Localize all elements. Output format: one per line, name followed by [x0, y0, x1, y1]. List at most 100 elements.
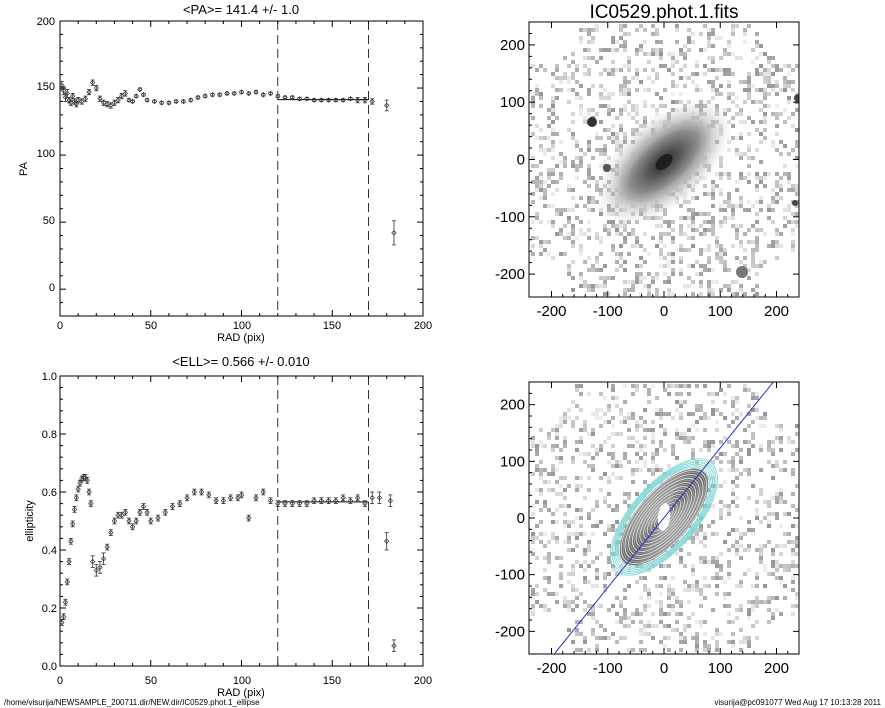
sky-pixel: [727, 560, 731, 564]
sky-pixel: [783, 216, 787, 220]
sky-pixel: [731, 456, 735, 460]
sky-pixel: [727, 612, 731, 616]
sky-pixel: [575, 588, 579, 592]
sky-pixel: [759, 544, 763, 548]
data-point: [289, 94, 296, 101]
sky-pixel: [643, 88, 647, 92]
sky-pixel: [743, 32, 747, 36]
sky-pixel: [575, 544, 579, 548]
sky-pixel: [607, 524, 611, 528]
sky-pixel: [727, 172, 731, 176]
sky-pixel: [663, 104, 667, 108]
sky-pixel: [687, 48, 691, 52]
image-x-tick-label: -200: [536, 303, 566, 320]
sky-pixel: [711, 32, 715, 36]
data-point: [296, 96, 303, 102]
sky-pixel: [551, 592, 555, 596]
sky-pixel: [759, 264, 763, 268]
sky-pixel: [551, 472, 555, 476]
sky-pixel: [739, 448, 743, 452]
data-point: [75, 97, 81, 103]
sky-pixel: [559, 140, 563, 144]
sky-pixel: [619, 36, 623, 40]
sky-pixel: [755, 72, 759, 76]
sky-pixel: [559, 556, 563, 560]
sky-pixel: [579, 40, 583, 44]
sky-pixel: [719, 508, 723, 512]
sky-pixel: [655, 40, 659, 44]
sky-pixel: [575, 164, 579, 168]
sky-pixel: [607, 92, 611, 96]
sky-pixel: [775, 64, 779, 68]
sky-pixel: [587, 220, 591, 224]
sky-pixel: [543, 480, 547, 484]
sky-pixel: [603, 104, 607, 108]
ellipticity-y-tick-label: 0.0: [42, 661, 57, 673]
sky-pixel: [575, 632, 579, 636]
sky-pixel: [719, 92, 723, 96]
sky-pixel: [703, 428, 707, 432]
data-point: [89, 558, 96, 565]
sky-pixel: [739, 240, 743, 244]
sky-pixel: [711, 280, 715, 284]
sky-pixel: [735, 24, 739, 28]
sky-pixel: [547, 240, 551, 244]
sky-pixel: [731, 280, 735, 284]
sky-pixel: [663, 624, 667, 628]
sky-pixel: [631, 232, 635, 236]
sky-pixel: [647, 52, 651, 56]
pa-y-tick-label: 50: [43, 215, 55, 227]
sky-pixel: [595, 180, 599, 184]
sky-pixel: [687, 384, 691, 388]
sky-pixel: [763, 52, 767, 56]
sky-pixel: [595, 584, 599, 588]
sky-pixel: [579, 508, 583, 512]
sky-pixel: [571, 244, 575, 248]
sky-pixel: [567, 64, 571, 68]
sky-pixel: [555, 480, 559, 484]
sky-pixel: [699, 224, 703, 228]
sky-pixel: [551, 156, 555, 160]
sky-pixel: [531, 200, 535, 204]
sky-pixel: [599, 56, 603, 60]
sky-pixel: [679, 216, 683, 220]
sky-pixel: [583, 600, 587, 604]
sky-pixel: [783, 164, 787, 168]
data-point: [122, 90, 129, 97]
sky-pixel: [699, 48, 703, 52]
sky-pixel: [531, 236, 535, 240]
sky-pixel: [583, 580, 587, 584]
sky-pixel: [759, 176, 763, 180]
sky-pixel: [647, 60, 651, 64]
sky-pixel: [755, 600, 759, 604]
sky-pixel: [743, 208, 747, 212]
data-point: [227, 495, 234, 501]
sky-pixel: [591, 268, 595, 272]
sky-pixel: [711, 288, 715, 292]
sky-pixel: [791, 112, 795, 116]
sky-pixel: [667, 564, 671, 568]
sky-pixel: [771, 56, 775, 60]
sky-pixel: [787, 220, 791, 224]
sky-pixel: [555, 540, 559, 544]
sky-pixel: [671, 292, 675, 296]
sky-pixel: [775, 544, 779, 548]
sky-pixel: [615, 68, 619, 72]
data-point: [68, 538, 74, 544]
sky-pixel: [691, 228, 695, 232]
sky-pixel: [655, 48, 659, 52]
sky-pixel: [591, 608, 595, 612]
sky-pixel: [711, 532, 715, 536]
sky-pixel: [639, 44, 643, 48]
sky-pixel: [779, 244, 783, 248]
data-point: [115, 512, 121, 518]
sky-pixel: [723, 400, 727, 404]
sky-pixel: [735, 548, 739, 552]
sky-pixel: [643, 628, 647, 632]
sky-pixel: [767, 208, 771, 212]
sky-pixel: [663, 636, 667, 640]
sky-pixel: [743, 468, 747, 472]
sky-pixel: [667, 52, 671, 56]
sky-pixel: [727, 216, 731, 220]
sky-pixel: [755, 188, 759, 192]
